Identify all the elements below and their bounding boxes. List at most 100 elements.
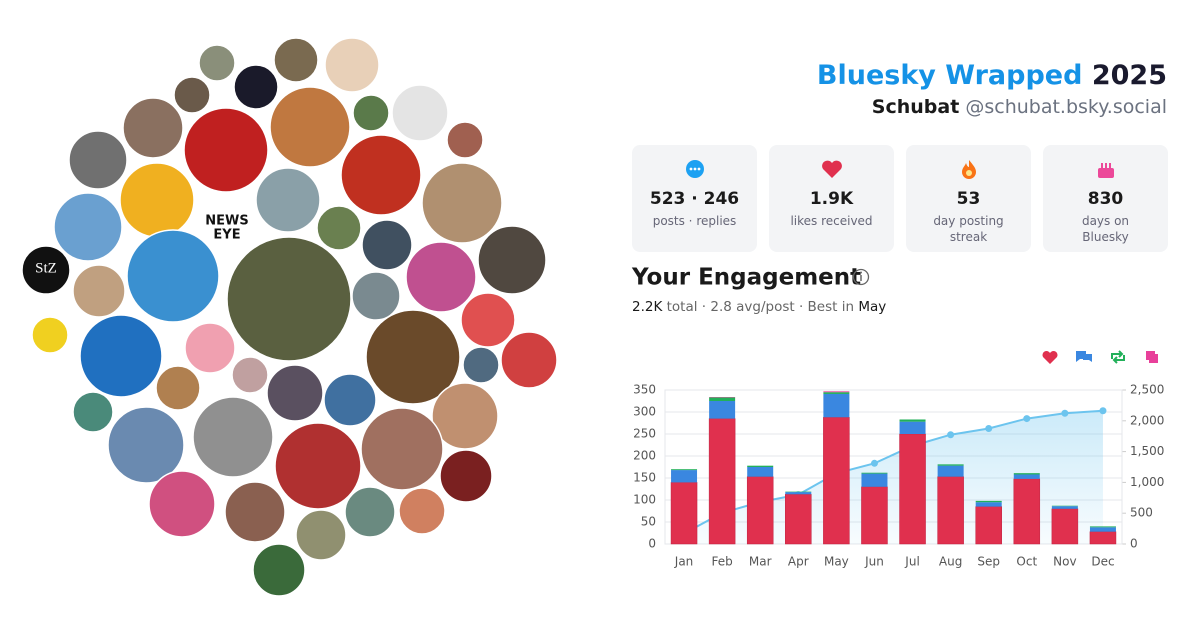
chart: 0 50 100 150 200 250 300 350 0 500 1,000 1,500 2,000… — [633, 350, 1164, 569]
bar-segment — [1013, 478, 1041, 545]
avatar — [431, 382, 499, 450]
avatar — [198, 44, 236, 82]
x-tick-label: Jul — [904, 555, 919, 569]
avatar — [226, 236, 352, 362]
x-tick-label: Aug — [939, 555, 962, 569]
avatar — [184, 322, 236, 374]
bar-segment — [747, 467, 774, 477]
line-point — [1023, 415, 1031, 423]
handle: @schubat.bsky.social — [965, 96, 1167, 118]
stat-value: 1.9K — [809, 189, 854, 209]
bar-segment — [937, 476, 964, 545]
y-tick-label: 0 — [648, 537, 656, 551]
avatar-text: NEWS — [205, 214, 248, 229]
avatar — [21, 245, 71, 295]
avatar — [361, 219, 413, 271]
bar-segment — [1013, 474, 1040, 479]
x-tick-label: Apr — [788, 555, 809, 569]
avatar — [53, 192, 123, 262]
title: Bluesky Wrapped 2025 — [817, 60, 1167, 91]
avatar — [344, 486, 396, 538]
bar-segment — [975, 500, 1002, 503]
stat-value: 53 — [956, 189, 981, 209]
stat-label: days on Bluesky — [1081, 214, 1130, 244]
bar-segment — [709, 397, 736, 401]
avatar — [269, 86, 351, 168]
stat-card: 523 · 246 posts · replies — [632, 145, 757, 252]
line-point — [1099, 407, 1107, 415]
avatar — [352, 94, 390, 132]
icon — [821, 160, 842, 178]
average: · 2.8 avg/post · Best in — [702, 299, 854, 315]
line-point — [1061, 409, 1069, 417]
avatar — [173, 76, 211, 114]
title-brand: Bluesky Wrapped — [817, 60, 1083, 91]
icon — [961, 160, 976, 179]
y-tick-label: 200 — [633, 449, 656, 463]
stat-card: 830 days on Bluesky — [1043, 145, 1168, 252]
x-tick-label: Jun — [864, 555, 884, 569]
avatar — [72, 264, 126, 318]
x-tick-label: Oct — [1016, 555, 1037, 569]
x-tick-label: Sep — [977, 555, 1000, 569]
bar-segment — [1051, 506, 1078, 509]
avatar — [274, 422, 362, 510]
y-tick-label: 250 — [633, 427, 656, 441]
line-point — [947, 431, 955, 439]
avatar — [500, 331, 558, 389]
bar-segment — [709, 401, 736, 419]
avatar — [360, 407, 444, 491]
avatar — [126, 229, 220, 323]
user: Schubat @schubat.bsky.social — [872, 96, 1167, 118]
legend-icon — [1111, 350, 1125, 364]
bar-segment — [1089, 531, 1117, 545]
total-word: total — [667, 299, 698, 315]
legend-icon — [1146, 351, 1158, 363]
avatar — [122, 97, 184, 159]
stat-label: likes received — [790, 214, 873, 228]
avatar — [233, 64, 279, 110]
info-icon[interactable] — [852, 268, 870, 286]
x-tick-label: May — [824, 555, 849, 569]
stat-value: 523 · 246 — [649, 189, 740, 209]
y-tick-label: 100 — [633, 493, 656, 507]
best-month: May — [858, 299, 886, 315]
bar-segment — [671, 470, 698, 483]
bar-segment — [1089, 527, 1116, 532]
avatar — [365, 309, 461, 405]
x-tick-label: Nov — [1053, 555, 1076, 569]
bar-segment — [861, 472, 888, 474]
y2-tick-label: 2,500 — [1130, 383, 1164, 397]
avatar — [273, 37, 319, 83]
icon — [685, 160, 704, 178]
avatar — [324, 37, 380, 93]
avatar — [183, 107, 269, 193]
avatar — [340, 134, 422, 216]
avatar — [439, 449, 493, 503]
avatar — [252, 543, 306, 597]
avatar — [155, 365, 201, 411]
bar-segment — [899, 433, 926, 545]
bar-segment — [975, 506, 1002, 545]
bar-segment — [899, 421, 926, 434]
y2-tick-label: 2,000 — [1130, 413, 1164, 427]
avatar — [266, 364, 324, 422]
y2-tick-label: 1,500 — [1130, 444, 1164, 458]
stat-label: posts · replies — [652, 214, 737, 228]
y-tick-label: 150 — [633, 471, 656, 485]
y-tick-label: 50 — [641, 515, 656, 529]
avatar-text: StZ — [35, 260, 57, 276]
area — [684, 410, 1103, 544]
avatar — [323, 373, 377, 427]
stat-card: 1.9K likes received — [769, 145, 894, 252]
avatar — [295, 509, 347, 561]
bar-segment — [708, 418, 736, 545]
line-point — [870, 459, 878, 467]
avatar — [148, 470, 216, 538]
avatar — [421, 162, 503, 244]
avatar — [68, 130, 128, 190]
avatar — [72, 391, 114, 433]
